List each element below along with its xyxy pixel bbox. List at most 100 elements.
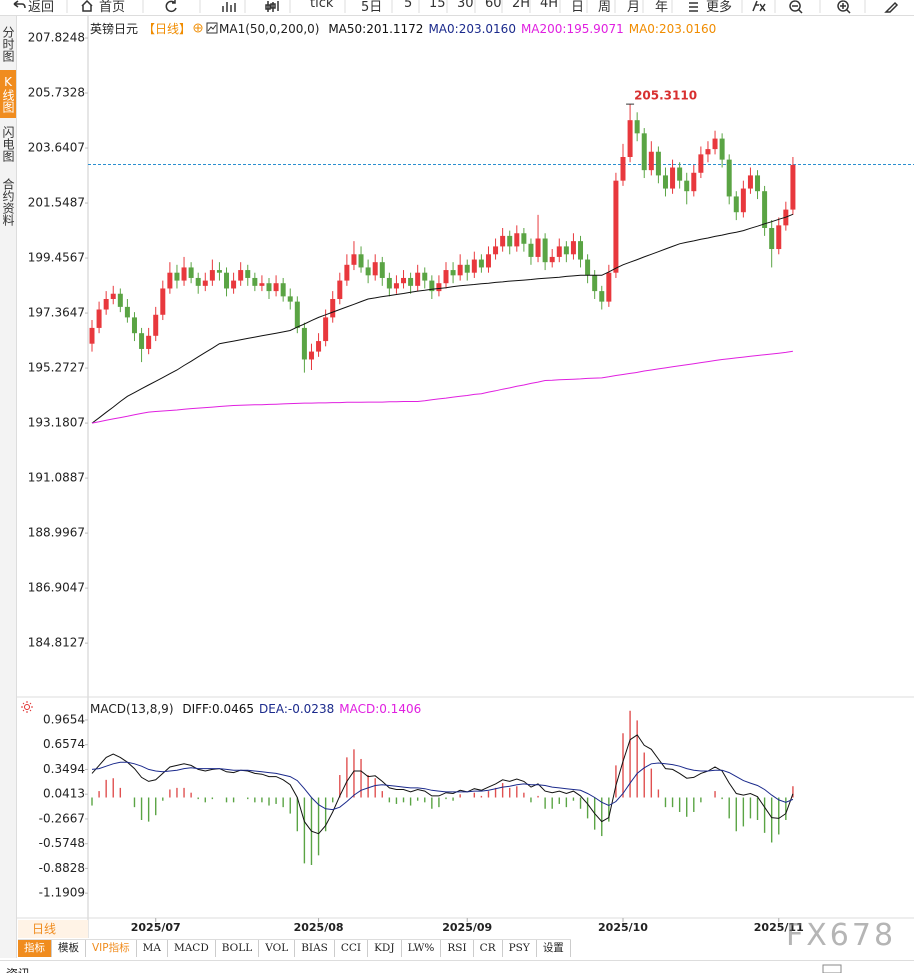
period-tab[interactable]: 日线 — [18, 920, 88, 938]
candle-body — [450, 270, 456, 276]
indicator-tab[interactable]: CCI — [335, 940, 369, 957]
toolbar-item[interactable]: 日 — [571, 0, 585, 15]
candle-body — [443, 270, 449, 284]
candle-body — [570, 241, 576, 255]
candle-body — [712, 138, 718, 150]
indicator-tab[interactable]: MACD — [168, 940, 216, 957]
candle-body — [740, 188, 746, 213]
macd-header: MACD(13,8,9) DIFF:0.0465 DEA:-0.0238 MACD:… — [90, 702, 426, 716]
indicator-tab[interactable]: BOLL — [216, 940, 260, 957]
candle-body — [245, 270, 251, 278]
candle-body — [110, 293, 116, 299]
indicator-tab[interactable]: LW% — [402, 940, 442, 957]
sidebar: 分时图 K线图闪电图合约资料 — [0, 16, 17, 958]
candle-body — [549, 256, 555, 263]
candle-body — [790, 164, 796, 210]
toolbar-icon[interactable] — [265, 1, 279, 12]
toolbar-item[interactable]: 30 — [457, 0, 474, 11]
indicator-tab[interactable]: 指标 — [18, 940, 52, 957]
candle-body — [563, 246, 569, 255]
indicator-tab[interactable]: MA — [137, 940, 168, 957]
legend-entry: MACD:0.1406 — [339, 702, 422, 716]
candle-body — [273, 283, 279, 292]
macd-title: MACD(13,8,9) — [90, 702, 174, 716]
candle-body — [323, 317, 329, 342]
toolbar-item[interactable]: 年 — [655, 0, 669, 15]
legend-entry: DEA:-0.0238 — [259, 702, 335, 716]
indicator-tab[interactable]: BIAS — [295, 940, 335, 957]
candle-body — [578, 241, 584, 260]
toolbar-item[interactable]: 月 — [627, 0, 641, 15]
toolbar-icon[interactable] — [789, 0, 803, 14]
y-tick-label: -0.5748 — [39, 836, 85, 850]
toolbar-item[interactable]: tick — [310, 0, 334, 11]
toolbar-icon[interactable] — [884, 1, 899, 13]
sidebar-tab[interactable]: 合约资料 — [1, 178, 15, 226]
candle-body — [507, 235, 513, 247]
toolbar-icon[interactable] — [222, 2, 236, 12]
indicator-tab[interactable]: KDJ — [368, 940, 402, 957]
toolbar-icon[interactable] — [165, 0, 177, 13]
toolbar-icon[interactable] — [81, 0, 93, 12]
indicator-tab[interactable]: RSI — [441, 940, 474, 957]
candle-body — [493, 246, 499, 255]
candle-body — [252, 277, 258, 286]
indicator: MA1(50,0,200,0) — [219, 22, 320, 36]
candle-body — [131, 317, 137, 334]
candle-body — [259, 283, 265, 286]
candle-body — [726, 159, 732, 197]
indicator-tab[interactable]: 设置 — [537, 940, 571, 957]
candle-body — [344, 264, 350, 281]
footer-text[interactable]: 资讯 — [6, 965, 30, 973]
toolbar-icon[interactable] — [13, 0, 26, 9]
toolbar-icon[interactable] — [752, 0, 766, 12]
candle-body — [436, 283, 442, 292]
candle-body — [733, 196, 739, 213]
candle-body — [401, 277, 407, 284]
candle-body — [167, 272, 173, 289]
settings-icon[interactable] — [21, 701, 33, 713]
legend-entry: MA0:203.0160 — [628, 22, 717, 36]
chart-header: 英镑日元 【日线】 MA1(50,0,200,0) MA50:201.1172 MA0… — [90, 20, 721, 37]
toolbar-item[interactable]: 4H — [540, 0, 559, 11]
legend-entry: MA0:203.0160 — [428, 22, 516, 36]
sidebar-tab[interactable]: 分时图 — [1, 26, 15, 62]
candle-body — [117, 293, 123, 307]
series-line — [91, 213, 794, 424]
watermark: FX678 — [786, 918, 897, 953]
toolbar-item[interactable]: 60 — [485, 0, 502, 11]
candle-body — [160, 288, 166, 315]
indicator-tab[interactable]: PSY — [503, 940, 537, 957]
indicator-tab[interactable]: VIP指标 — [86, 940, 137, 957]
header-icons[interactable] — [193, 22, 219, 34]
toolbar-item[interactable]: 5日 — [361, 0, 383, 15]
candle-body — [542, 238, 548, 263]
candle-body — [330, 298, 336, 318]
toolbar-item[interactable]: 返回 — [28, 0, 55, 15]
indicator-tab[interactable]: 模板 — [52, 940, 86, 957]
candle-body — [408, 277, 414, 286]
toolbar-item[interactable]: 更多 — [706, 0, 733, 15]
footer-icon[interactable] — [822, 964, 842, 973]
x-tick-label: 2025/09 — [442, 921, 492, 934]
toolbar-icon[interactable] — [837, 0, 851, 14]
sidebar-tab[interactable]: K线图 — [0, 70, 16, 118]
sidebar-tab[interactable]: 闪电图 — [1, 126, 15, 162]
toolbar-icon[interactable] — [689, 2, 698, 12]
toolbar-item[interactable]: 周 — [598, 0, 612, 15]
indicator-tab[interactable]: CR — [474, 940, 503, 957]
y-tick-label: 205.7328 — [28, 86, 85, 100]
toolbar-item[interactable]: 首页 — [99, 0, 126, 15]
toolbar-item[interactable]: 2H — [512, 0, 531, 11]
indicator-tab[interactable]: VOL — [259, 940, 296, 957]
legend-entry: MA200:195.9071 — [520, 22, 624, 36]
candle-body — [677, 167, 683, 181]
candle-body — [422, 272, 428, 281]
symbol: 英镑日元 — [90, 22, 139, 36]
candle-body — [592, 275, 598, 292]
candle-body — [308, 351, 314, 360]
toolbar-item[interactable]: 5 — [404, 0, 413, 11]
candle-body — [634, 120, 640, 134]
toolbar-icons — [13, 0, 899, 14]
toolbar-item[interactable]: 15 — [429, 0, 446, 11]
